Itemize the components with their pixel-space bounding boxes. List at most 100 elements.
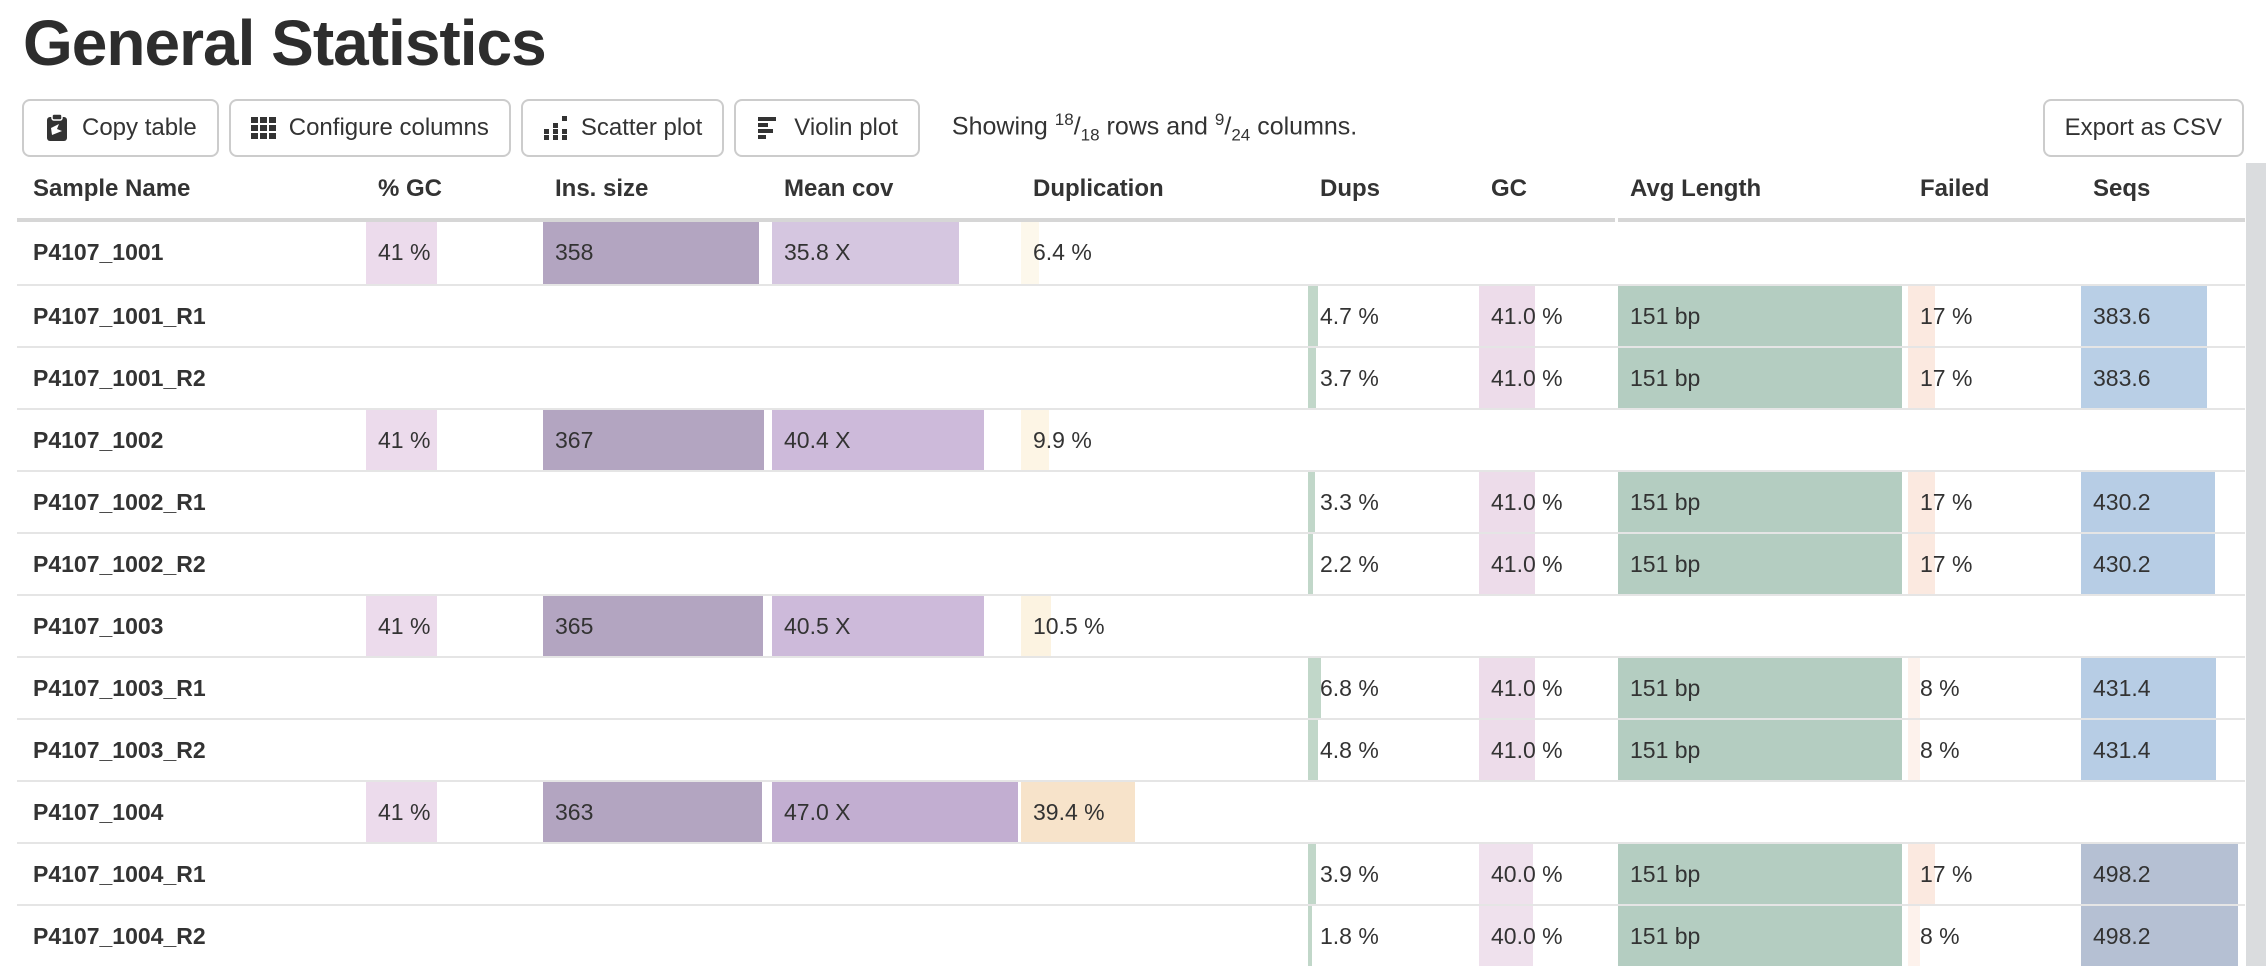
cell-dups: 4.7 % (1308, 286, 1476, 346)
table-row: P4107_1001_R1 4.7 % 41.0 % 151 bp 17 % 383.6 (17, 284, 2245, 346)
cell-value: 367 (555, 427, 594, 453)
cell-sample: P4107_1003_R2 (17, 720, 363, 780)
cell-value: 151 bp (1630, 365, 1701, 391)
showing-summary: Showing 18/18 rows and 9/24 columns. (951, 110, 1358, 145)
avg_len-bar (1618, 720, 1903, 780)
cell-ins_size (543, 844, 769, 904)
table-scrollbar[interactable] (2246, 163, 2266, 966)
table-row: P4107_1002_R1 3.3 % 41.0 % 151 bp 17 % 430.2 (17, 470, 2245, 532)
cell-gc (1479, 782, 1615, 842)
cell-failed (1908, 410, 2078, 470)
cell-value: 17 % (1920, 551, 1973, 577)
scatter-plot-button[interactable]: Scatter plot (520, 99, 725, 157)
cell-value: 151 bp (1630, 303, 1701, 329)
column-header-gc_pct[interactable]: % GC (378, 175, 443, 202)
column-header-duplication[interactable]: Duplication (1033, 175, 1164, 202)
dups-bar (1308, 906, 1313, 966)
grid-icon (250, 115, 277, 141)
cell-dups (1308, 222, 1476, 284)
ins_size-bar (543, 410, 765, 470)
cell-failed: 8 % (1908, 906, 2078, 966)
cell-value: 3.7 % (1320, 365, 1379, 391)
cell-seqs (2081, 596, 2245, 656)
failed-bar (1908, 348, 1936, 408)
clipboard-icon (44, 114, 70, 142)
ins_size-bar (543, 222, 759, 284)
seqs-bar (2081, 906, 2238, 966)
cell-ins_size: 358 (543, 222, 769, 284)
gc_pct-bar (366, 782, 438, 842)
cell-sample: P4107_1002_R1 (17, 472, 363, 532)
cell-gc_pct: 41 % (366, 596, 540, 656)
cell-gc_pct (366, 534, 540, 594)
cell-gc: 41.0 % (1479, 348, 1615, 408)
cell-value: 47.0 X (784, 799, 851, 825)
copy-table-label: Copy table (82, 114, 197, 141)
cell-seqs: 431.4 (2081, 658, 2245, 718)
duplication-bar (1021, 596, 1051, 656)
cell-gc: 41.0 % (1479, 472, 1615, 532)
column-header-ins_size[interactable]: Ins. size (555, 175, 649, 202)
cell-mean_cov: 35.8 X (772, 222, 1018, 284)
cell-value: 9.9 % (1033, 427, 1092, 453)
column-header-dups[interactable]: Dups (1320, 175, 1380, 202)
mean_cov-bar (772, 596, 985, 656)
violin-plot-button[interactable]: Violin plot (734, 99, 920, 157)
failed-bar (1908, 286, 1936, 346)
dups-bar (1308, 286, 1319, 346)
table-row: P4107_1002_R2 2.2 % 41.0 % 151 bp 17 % 430.2 (17, 532, 2245, 594)
sample-name: P4107_1002_R1 (33, 489, 206, 515)
cell-avg_len: 151 bp (1618, 534, 1905, 594)
cell-ins_size: 367 (543, 410, 769, 470)
duplication-bar (1021, 782, 1135, 842)
seqs-bar (2081, 472, 2216, 532)
copy-table-button[interactable]: Copy table (22, 99, 219, 157)
cell-seqs (2081, 782, 2245, 842)
cell-ins_size (543, 286, 769, 346)
cell-value: 3.9 % (1320, 861, 1379, 887)
duplication-bar (1021, 410, 1050, 470)
cell-sample: P4107_1002_R2 (17, 534, 363, 594)
ins_size-bar (543, 782, 762, 842)
column-header-sample[interactable]: Sample Name (33, 175, 191, 202)
table-row: P4107_1003 41 % 365 40.5 X 10.5 % (17, 594, 2245, 656)
table-row: P4107_1004_R2 1.8 % 40.0 % 151 bp 8 % 498.2 (17, 904, 2245, 966)
cell-dups: 3.3 % (1308, 472, 1476, 532)
cell-value: 39.4 % (1033, 799, 1105, 825)
cell-duplication (1021, 906, 1305, 966)
cell-duplication (1021, 658, 1305, 718)
cell-value: 40.0 % (1491, 923, 1563, 949)
configure-columns-button[interactable]: Configure columns (228, 99, 511, 157)
cell-gc_pct (366, 658, 540, 718)
sample-name: P4107_1003_R1 (33, 675, 206, 701)
cell-seqs: 431.4 (2081, 720, 2245, 780)
gc-bar (1479, 534, 1535, 594)
cell-value: 41.0 % (1491, 675, 1563, 701)
column-header-gc[interactable]: GC (1491, 175, 1527, 202)
cell-value: 8 % (1920, 737, 1960, 763)
cell-value: 41 % (378, 239, 431, 265)
column-header-seqs[interactable]: Seqs (2093, 175, 2151, 202)
cell-value: 151 bp (1630, 489, 1701, 515)
cell-duplication (1021, 534, 1305, 594)
cell-seqs: 430.2 (2081, 534, 2245, 594)
failed-bar (1908, 472, 1936, 532)
mean_cov-bar (772, 222, 959, 284)
export-csv-button[interactable]: Export as CSV (2042, 99, 2244, 157)
cell-value: 1.8 % (1320, 923, 1379, 949)
cell-ins_size (543, 534, 769, 594)
configure-columns-label: Configure columns (288, 114, 489, 141)
cell-dups (1308, 782, 1476, 842)
cell-value: 35.8 X (784, 239, 851, 265)
column-header-failed[interactable]: Failed (1920, 175, 1990, 202)
cell-value: 363 (555, 799, 594, 825)
cell-gc: 40.0 % (1479, 844, 1615, 904)
avg_len-bar (1618, 658, 1903, 718)
cell-gc_pct (366, 348, 540, 408)
failed-bar (1908, 720, 1920, 780)
column-header-avg_len[interactable]: Avg Length (1630, 175, 1762, 202)
cell-value: 40.0 % (1491, 861, 1563, 887)
column-header-mean_cov[interactable]: Mean cov (784, 175, 894, 202)
ins_size-bar (543, 596, 763, 656)
cell-value: 17 % (1920, 365, 1973, 391)
